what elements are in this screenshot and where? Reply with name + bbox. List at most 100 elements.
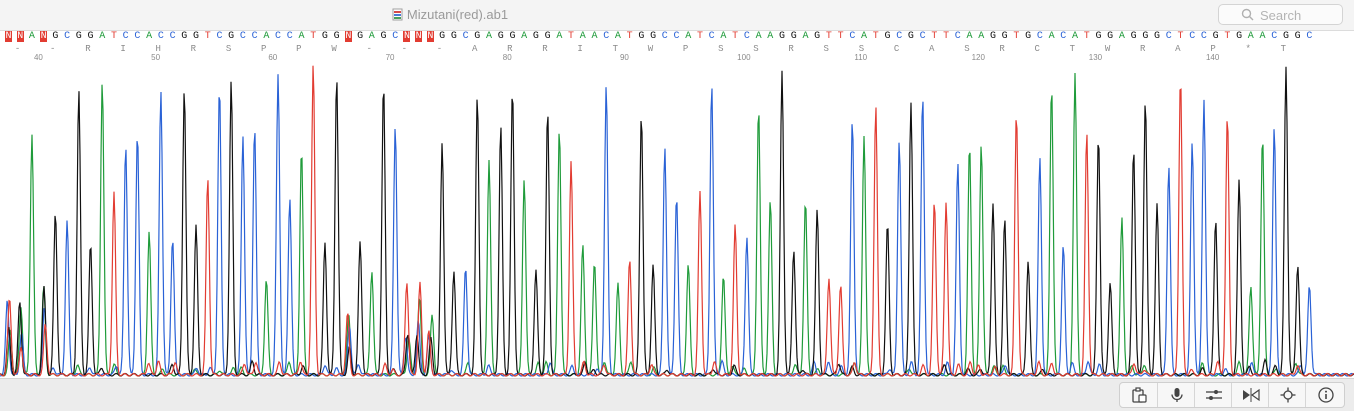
base-call[interactable]: C — [661, 31, 668, 42]
base-call[interactable]: G — [989, 31, 996, 42]
base-call[interactable]: A — [802, 31, 809, 42]
base-call[interactable]: G — [380, 31, 387, 42]
base-call[interactable]: A — [720, 31, 727, 42]
base-call[interactable]: G — [1154, 31, 1161, 42]
base-call[interactable]: T — [943, 31, 950, 42]
clipboard-button[interactable] — [1120, 383, 1157, 407]
base-call[interactable]: A — [556, 31, 563, 42]
microphone-button[interactable] — [1157, 383, 1195, 407]
base-call[interactable]: A — [685, 31, 692, 42]
base-call[interactable]: A — [978, 31, 985, 42]
base-call[interactable]: G — [1001, 31, 1008, 42]
base-call[interactable]: G — [1107, 31, 1114, 42]
base-call[interactable]: T — [1083, 31, 1090, 42]
base-call[interactable]: G — [638, 31, 645, 42]
base-call[interactable]: G — [884, 31, 891, 42]
base-call[interactable]: A — [298, 31, 305, 42]
base-call[interactable]: T — [837, 31, 844, 42]
base-call[interactable]: T — [732, 31, 739, 42]
base-call[interactable]: G — [52, 31, 59, 42]
base-call[interactable]: A — [591, 31, 598, 42]
base-call[interactable]: C — [157, 31, 164, 42]
base-call[interactable]: C — [1189, 31, 1196, 42]
base-call[interactable]: A — [767, 31, 774, 42]
base-call[interactable]: A — [28, 31, 35, 42]
base-call[interactable]: N — [16, 31, 24, 42]
base-call[interactable]: N — [403, 31, 411, 42]
base-call[interactable]: G — [1095, 31, 1102, 42]
info-button[interactable] — [1305, 383, 1345, 407]
base-call[interactable]: C — [896, 31, 903, 42]
base-call[interactable]: T — [110, 31, 117, 42]
base-call[interactable]: T — [1013, 31, 1020, 42]
base-call[interactable]: A — [861, 31, 868, 42]
base-call[interactable]: N — [344, 31, 352, 42]
base-call[interactable]: G — [1236, 31, 1243, 42]
base-call[interactable]: G — [532, 31, 539, 42]
base-call[interactable]: G — [1294, 31, 1301, 42]
base-call[interactable]: G — [228, 31, 235, 42]
base-call[interactable]: C — [239, 31, 246, 42]
base-call[interactable]: G — [497, 31, 504, 42]
base-call[interactable]: T — [696, 31, 703, 42]
base-call[interactable]: G — [1130, 31, 1137, 42]
base-call[interactable]: A — [1247, 31, 1254, 42]
flip-button[interactable] — [1231, 383, 1269, 407]
base-call[interactable]: C — [286, 31, 293, 42]
base-call[interactable]: T — [872, 31, 879, 42]
base-call[interactable]: T — [204, 31, 211, 42]
base-call[interactable]: G — [509, 31, 516, 42]
base-call[interactable]: A — [614, 31, 621, 42]
base-call[interactable]: G — [790, 31, 797, 42]
base-call[interactable]: G — [1025, 31, 1032, 42]
base-call[interactable]: C — [1060, 31, 1067, 42]
base-call[interactable]: C — [169, 31, 176, 42]
base-call[interactable]: A — [1048, 31, 1055, 42]
base-call[interactable]: G — [1212, 31, 1219, 42]
base-call[interactable]: C — [122, 31, 129, 42]
base-call[interactable]: G — [87, 31, 94, 42]
base-call[interactable]: T — [568, 31, 575, 42]
base-call[interactable]: C — [216, 31, 223, 42]
base-call[interactable]: G — [907, 31, 914, 42]
base-call[interactable]: G — [321, 31, 328, 42]
base-call[interactable]: C — [1200, 31, 1207, 42]
base-call[interactable]: C — [1036, 31, 1043, 42]
base-call[interactable]: T — [1177, 31, 1184, 42]
base-call[interactable]: C — [1271, 31, 1278, 42]
target-button[interactable] — [1268, 383, 1306, 407]
base-call[interactable]: G — [75, 31, 82, 42]
base-call[interactable]: T — [825, 31, 832, 42]
base-call[interactable]: A — [755, 31, 762, 42]
base-call[interactable]: G — [474, 31, 481, 42]
base-call[interactable]: A — [1259, 31, 1266, 42]
base-call[interactable]: G — [779, 31, 786, 42]
base-call[interactable]: G — [333, 31, 340, 42]
base-call[interactable]: G — [1282, 31, 1289, 42]
base-call[interactable]: N — [5, 31, 12, 42]
base-call[interactable]: T — [626, 31, 633, 42]
base-call[interactable]: N — [40, 31, 48, 42]
search-field[interactable]: Search — [1218, 4, 1343, 25]
base-call[interactable]: C — [1306, 31, 1313, 42]
base-call[interactable]: A — [486, 31, 493, 42]
base-call[interactable]: C — [708, 31, 715, 42]
base-call[interactable]: C — [919, 31, 926, 42]
base-call[interactable]: A — [1072, 31, 1079, 42]
base-call[interactable]: C — [64, 31, 71, 42]
base-call[interactable]: A — [521, 31, 528, 42]
base-call[interactable]: G — [181, 31, 188, 42]
base-call[interactable]: C — [849, 31, 856, 42]
base-call[interactable]: G — [1142, 31, 1149, 42]
base-call[interactable]: G — [544, 31, 551, 42]
base-call[interactable]: C — [1165, 31, 1172, 42]
base-call[interactable]: A — [146, 31, 153, 42]
base-call[interactable]: T — [931, 31, 938, 42]
base-call[interactable]: G — [650, 31, 657, 42]
base-call[interactable]: C — [392, 31, 399, 42]
base-call[interactable]: N — [415, 31, 423, 42]
chromatogram-trace[interactable] — [0, 60, 1354, 378]
base-call[interactable]: T — [310, 31, 317, 42]
base-call[interactable]: C — [743, 31, 750, 42]
base-call[interactable]: A — [368, 31, 375, 42]
